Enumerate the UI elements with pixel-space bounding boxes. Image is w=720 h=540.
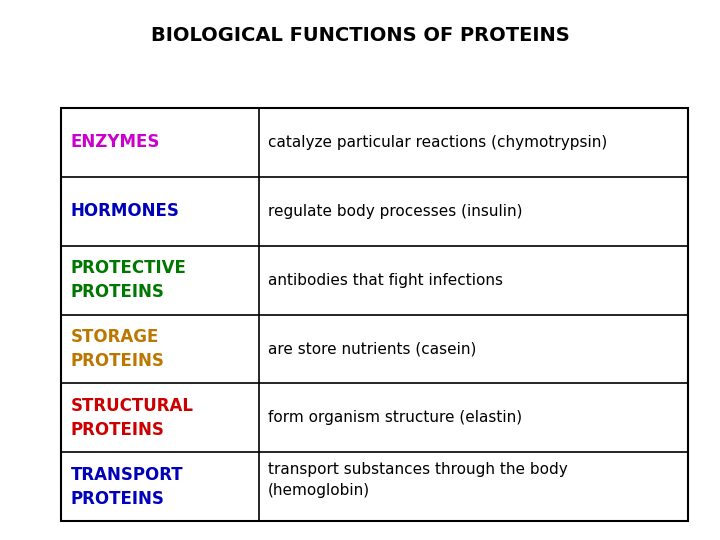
Text: antibodies that fight infections: antibodies that fight infections	[268, 273, 503, 288]
Text: PROTEINS: PROTEINS	[71, 490, 164, 508]
Text: PROTEINS: PROTEINS	[71, 352, 164, 370]
Text: form organism structure (elastin): form organism structure (elastin)	[268, 410, 522, 426]
Text: are store nutrients (casein): are store nutrients (casein)	[268, 341, 476, 356]
Text: PROTEINS: PROTEINS	[71, 283, 164, 301]
Text: transport substances through the body
(hemoglobin): transport substances through the body (h…	[268, 462, 567, 498]
Text: STORAGE: STORAGE	[71, 328, 159, 346]
Text: TRANSPORT: TRANSPORT	[71, 466, 183, 484]
Text: BIOLOGICAL FUNCTIONS OF PROTEINS: BIOLOGICAL FUNCTIONS OF PROTEINS	[150, 25, 570, 45]
Text: PROTECTIVE: PROTECTIVE	[71, 259, 186, 277]
Text: STRUCTURAL: STRUCTURAL	[71, 397, 194, 415]
Text: regulate body processes (insulin): regulate body processes (insulin)	[268, 204, 523, 219]
Text: HORMONES: HORMONES	[71, 202, 179, 220]
Bar	[61, 108, 688, 521]
Text: PROTEINS: PROTEINS	[71, 421, 164, 438]
Text: ENZYMES: ENZYMES	[71, 133, 160, 151]
Text: catalyze particular reactions (chymotrypsin): catalyze particular reactions (chymotryp…	[268, 135, 607, 150]
